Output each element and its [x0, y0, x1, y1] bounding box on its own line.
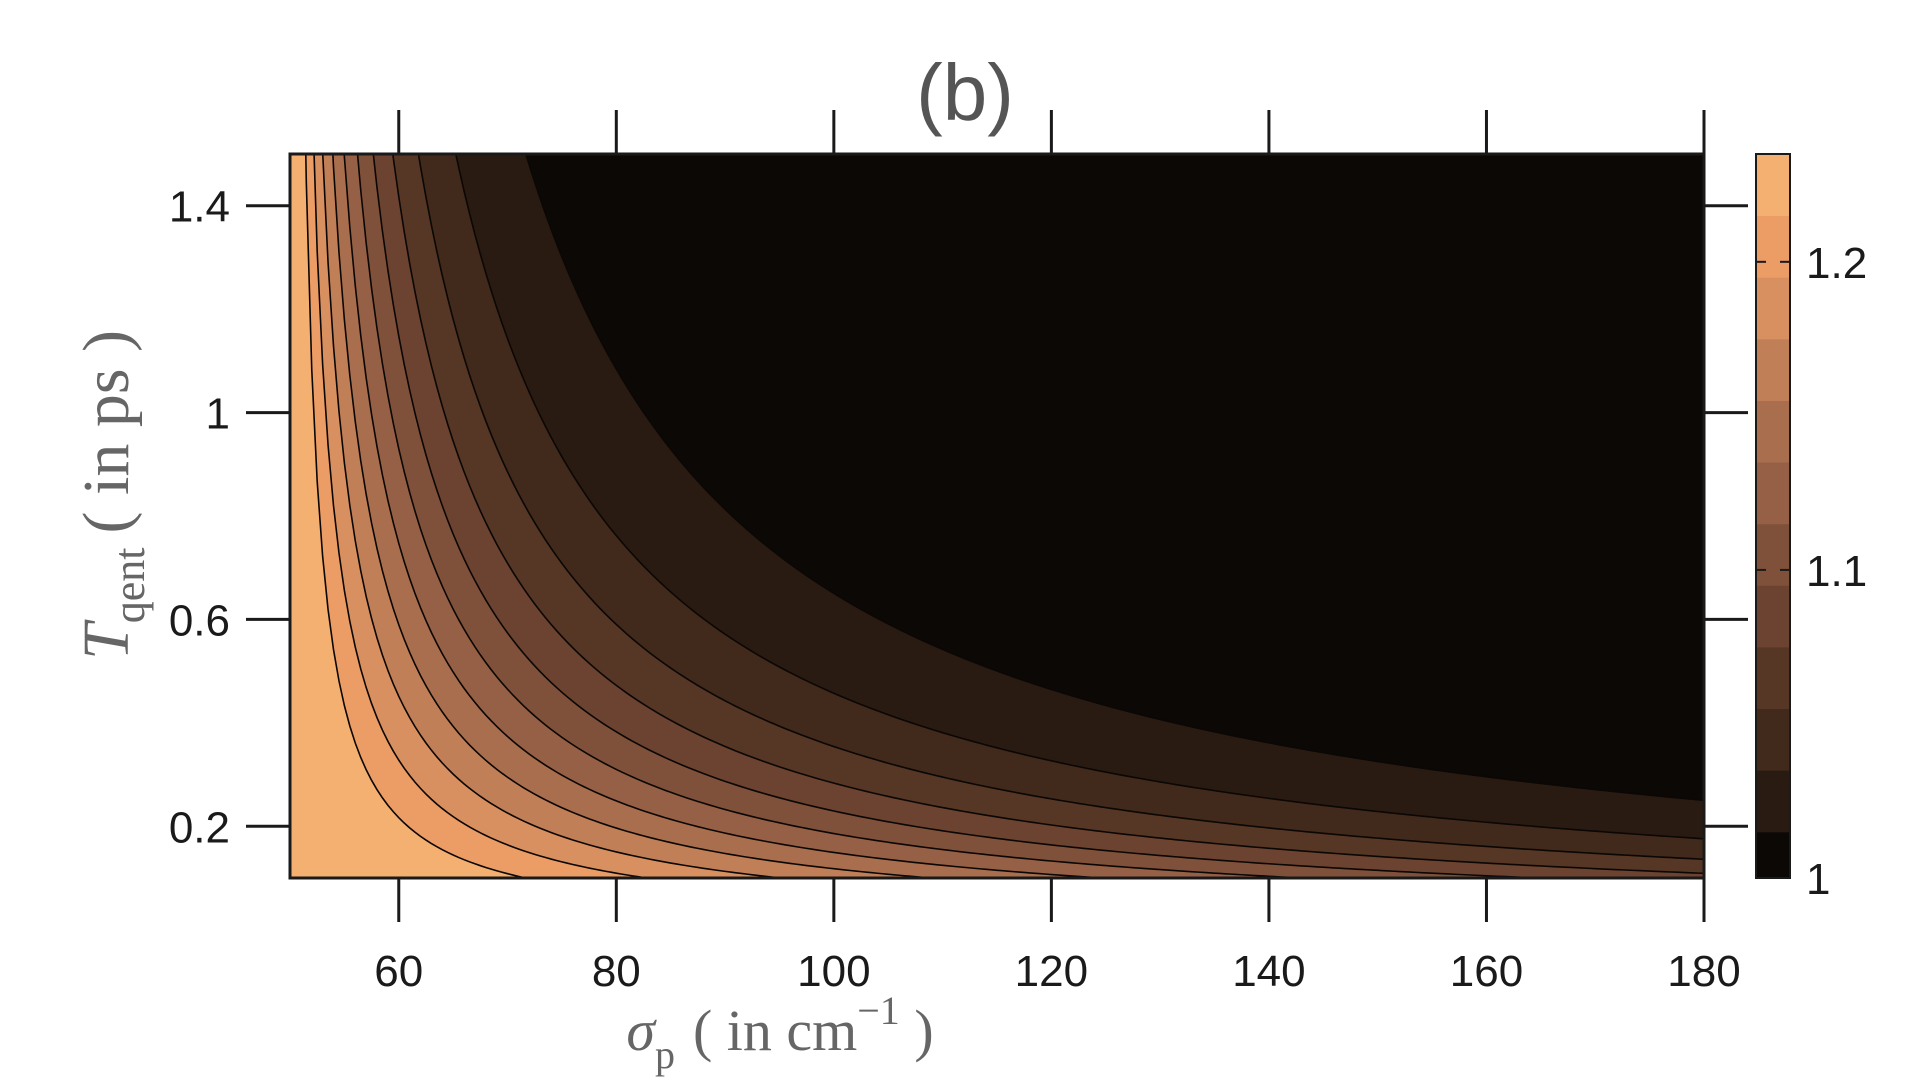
y-axis-label-subscript: qent [105, 548, 154, 624]
colorbar-tick-label: 1 [1806, 855, 1830, 904]
contour-line [321, 154, 789, 878]
chart-title: (b) [916, 48, 1014, 137]
colorbar-band [1756, 770, 1790, 833]
x-axis-label-subscript: p [655, 1032, 675, 1077]
colorbar-band [1756, 400, 1790, 463]
colorbar-ticks: 1 1.1 1.2 [1756, 239, 1867, 904]
x-axis-ticks: 60 80 100 120 140 160 180 [374, 110, 1741, 996]
x-axis-label-close: ) [900, 998, 934, 1063]
x-tick-label: 120 [1015, 947, 1088, 996]
plot-area [290, 154, 1704, 878]
colorbar-band [1756, 338, 1790, 401]
y-axis-label-symbol: T [70, 619, 143, 660]
colorbar-band [1756, 462, 1790, 525]
plot-frame [288, 152, 1706, 880]
y-tick-label: 1 [206, 390, 230, 439]
x-tick-label: 80 [592, 947, 641, 996]
contour-line [525, 154, 1704, 802]
x-tick-label: 100 [797, 947, 870, 996]
contour-line [343, 154, 1116, 878]
contour-line [417, 154, 1704, 861]
y-tick-label: 0.2 [169, 803, 230, 852]
colorbar-band [1756, 215, 1790, 278]
x-axis-label-superscript: −1 [857, 988, 900, 1033]
contour-line [332, 154, 942, 878]
colorbar-frame [1755, 153, 1791, 879]
contour-line [372, 154, 1558, 878]
y-tick-label: 1.4 [169, 183, 230, 232]
colorbar-tick-label: 1.1 [1806, 547, 1867, 596]
colorbar-bands [1756, 154, 1790, 879]
colorbar-band [1756, 831, 1790, 879]
colorbar-band [1756, 277, 1790, 340]
y-axis-label-text: ( in ps ) [70, 330, 143, 533]
colorbar-band [1756, 708, 1790, 771]
x-axis-label: σp ( in cm−1 ) [626, 988, 933, 1077]
colorbar-band [1756, 585, 1790, 648]
contour-line [391, 154, 1704, 875]
contour-bands [290, 154, 1704, 878]
colorbar-band [1756, 646, 1790, 710]
x-tick-label: 160 [1450, 947, 1523, 996]
x-tick-label: 60 [374, 947, 423, 996]
colorbar-band [1756, 523, 1790, 586]
x-axis-label-symbol: σ [626, 998, 657, 1063]
y-axis-label: Tqent ( in ps ) [70, 330, 154, 660]
y-axis-ticks: 0.2 0.6 1 1.4 [169, 183, 1748, 852]
contour-band [290, 154, 1704, 878]
colorbar-tick-label: 1.2 [1806, 239, 1867, 288]
contour-band [290, 154, 526, 878]
colorbar: 1 1.1 1.2 [1755, 153, 1867, 904]
contour-line [454, 154, 1704, 840]
contour-line [356, 154, 1318, 878]
x-axis-label-text: ( in cm [693, 998, 857, 1063]
x-tick-label: 140 [1232, 947, 1305, 996]
colorbar-band [1756, 154, 1790, 217]
x-tick-label: 180 [1667, 947, 1740, 996]
contour-line [313, 154, 653, 878]
y-tick-label: 0.6 [169, 596, 230, 645]
